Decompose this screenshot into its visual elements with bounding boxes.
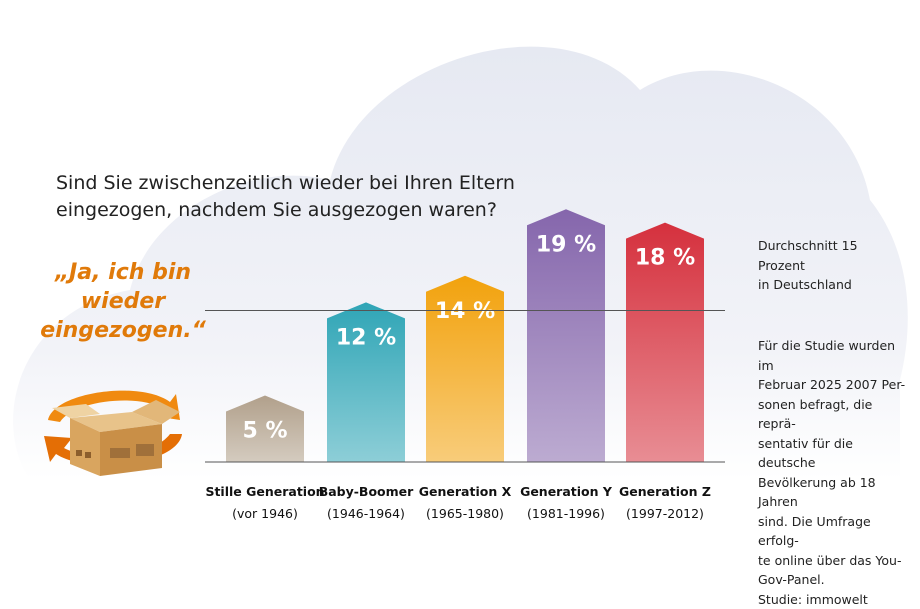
category-label: Generation X [419,484,512,499]
value-label: 19 % [536,232,596,257]
value-label: 12 % [336,325,396,350]
moving-box-illustration [44,390,182,476]
category-sublabel: (1997-2012) [626,506,704,521]
category-sublabel: (1981-1996) [527,506,605,521]
category-label: Baby-Boomer [319,484,414,499]
bar-generation-x [426,275,504,462]
value-label: 18 % [635,246,695,271]
bar-generation-y [527,209,605,462]
study-note: Für die Studie wurden im Februar 2025 20… [758,338,906,607]
category-label: Stille Generation [205,484,324,499]
category-sublabel: (vor 1946) [232,506,298,521]
labels-layer: 5 % Stille Generation (vor 1946) 12 % Baby-B… [205,232,711,521]
category-label: Generation Y [520,484,613,499]
bars-layer [226,209,704,462]
bar-generation-z [626,222,704,462]
category-label: Generation Z [619,484,711,499]
average-note: Durchschnitt 15 Prozent in Deutschland [758,238,858,292]
value-label: 5 % [242,419,287,444]
value-label: 14 % [435,299,495,324]
chart-title: Sind Sie zwischenzeitlich wieder bei Ihr… [56,172,515,221]
category-sublabel: (1946-1964) [327,506,405,521]
bar-chart: 5 % Stille Generation (vor 1946) 12 % Baby-B… [205,209,725,521]
arrow-top-icon [48,390,180,422]
bar-baby-boomer [327,302,405,462]
bar-stille-generation [226,395,304,462]
quote-text: „Ja, ich bin wieder eingezogen.“ [40,260,206,343]
category-sublabel: (1965-1980) [426,506,504,521]
